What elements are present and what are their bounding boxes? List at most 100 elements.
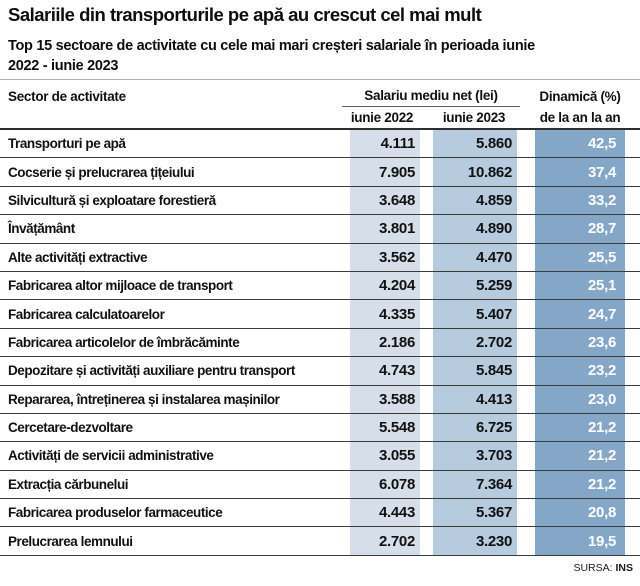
table-row: Extracția cărbunelui 6.078 7.364 21,2 <box>0 470 640 500</box>
source-value: INS <box>615 562 633 574</box>
column-gap <box>420 527 433 554</box>
value-dynamic-percent: 20,8 <box>535 499 625 527</box>
row-right-margin <box>625 527 640 554</box>
sector-name: Depozitare și activități auxiliare pentr… <box>8 363 295 379</box>
row-right-margin <box>625 244 640 271</box>
column-gap <box>517 471 535 498</box>
column-gap <box>420 300 433 327</box>
value-dynamic-percent: 21,2 <box>535 470 625 499</box>
value-june-2022: 2.186 <box>350 328 420 357</box>
value-dynamic-percent: 24,7 <box>535 300 625 328</box>
value-dynamic-percent: 37,4 <box>535 158 625 186</box>
row-right-margin <box>625 272 640 299</box>
page-subtitle: Top 15 sectoare de activitate cu cele ma… <box>8 38 535 74</box>
value-june-2023: 6.725 <box>433 413 517 442</box>
table-row: Transporturi pe apă 4.111 5.860 42,5 <box>0 130 640 159</box>
column-gap <box>517 527 535 554</box>
value-june-2023: 10.862 <box>433 158 517 186</box>
value-dynamic-percent: 21,2 <box>535 442 625 470</box>
value-june-2022: 7.905 <box>350 158 420 186</box>
value-dynamic-percent: 23,6 <box>535 328 625 357</box>
table-row: Fabricarea calculatoarelor 4.335 5.407 24,7 <box>0 300 640 329</box>
subtitle-divider-line <box>0 79 640 80</box>
sector-name: Transporturi pe apă <box>8 136 126 152</box>
table-row: Cercetare-dezvoltare 5.548 6.725 21,2 <box>0 413 640 443</box>
sector-name: Fabricarea calculatoarelor <box>8 306 165 322</box>
value-dynamic-percent: 25,1 <box>535 271 625 300</box>
table-row: Repararea, întreținerea și instalarea ma… <box>0 385 640 414</box>
column-header-salary-group: Salariu mediu net (lei) <box>342 88 520 107</box>
value-june-2022: 4.335 <box>350 300 420 328</box>
column-header-sector: Sector de activitate <box>8 89 126 104</box>
column-gap <box>517 215 535 242</box>
row-right-margin <box>625 130 640 157</box>
sector-name: Silvicultură și exploatare forestieră <box>8 192 216 208</box>
table-row: Prelucrarea lemnului 2.702 3.230 19,5 <box>0 527 640 556</box>
value-june-2022: 5.548 <box>350 413 420 442</box>
row-right-margin <box>625 442 640 469</box>
source-label: SURSA: <box>573 562 613 574</box>
column-gap <box>420 499 433 526</box>
row-right-margin <box>625 158 640 185</box>
column-gap <box>420 386 433 413</box>
value-june-2023: 4.470 <box>433 243 517 271</box>
column-gap <box>517 329 535 356</box>
source-note: SURSA: INS <box>573 562 633 574</box>
table-row: Activități de servicii administrative 3.0… <box>0 442 640 471</box>
column-gap <box>420 272 433 299</box>
column-gap <box>517 386 535 413</box>
table-row: Alte activități extractive 3.562 4.470 25,5 <box>0 243 640 272</box>
column-header-dynamic-sub: de la an la an <box>539 110 621 125</box>
column-gap <box>420 414 433 441</box>
column-gap <box>420 357 433 384</box>
table-row: Silvicultură și exploatare forestieră 3.6… <box>0 186 640 216</box>
table-body: Transporturi pe apă 4.111 5.860 42,5 Cocseri… <box>0 130 640 556</box>
value-june-2023: 7.364 <box>433 470 517 499</box>
column-gap <box>420 187 433 214</box>
sector-name: Prelucrarea lemnului <box>8 533 133 549</box>
value-dynamic-percent: 23,2 <box>535 357 625 385</box>
value-june-2022: 4.743 <box>350 357 420 385</box>
column-header-dynamic: Dinamică (%) <box>539 89 621 104</box>
value-june-2023: 4.413 <box>433 385 517 413</box>
value-june-2022: 3.055 <box>350 442 420 470</box>
sector-name: Activități de servicii administrative <box>8 448 214 464</box>
column-gap <box>420 329 433 356</box>
table-header: Sector de activitate Salariu mediu net (… <box>0 80 640 130</box>
value-dynamic-percent: 42,5 <box>535 130 625 158</box>
value-june-2022: 3.562 <box>350 243 420 271</box>
value-dynamic-percent: 23,0 <box>535 385 625 413</box>
table-row: Fabricarea altor mijloace de transport 4.… <box>0 271 640 301</box>
sector-name: Fabricarea articolelor de îmbrăcăminte <box>8 334 240 350</box>
value-dynamic-percent: 25,5 <box>535 243 625 271</box>
column-gap <box>517 442 535 469</box>
column-gap <box>420 471 433 498</box>
sector-name: Fabricarea altor mijloace de transport <box>8 278 233 294</box>
value-june-2023: 5.845 <box>433 357 517 385</box>
value-june-2023: 5.407 <box>433 300 517 328</box>
column-gap <box>420 130 433 157</box>
value-june-2022: 4.111 <box>350 130 420 158</box>
row-right-margin <box>625 414 640 441</box>
row-right-margin <box>625 386 640 413</box>
column-gap <box>517 272 535 299</box>
sector-name: Fabricarea produselor farmaceutice <box>8 505 223 521</box>
value-june-2023: 5.259 <box>433 271 517 300</box>
row-right-margin <box>625 329 640 356</box>
column-gap <box>517 244 535 271</box>
sector-name: Extracția cărbunelui <box>8 476 129 492</box>
value-june-2022: 2.702 <box>350 527 420 555</box>
value-june-2023: 3.703 <box>433 442 517 470</box>
page-title: Salariile din transporturile pe apă au c… <box>8 4 482 25</box>
value-june-2023: 4.890 <box>433 215 517 243</box>
value-june-2023: 5.367 <box>433 499 517 527</box>
column-gap <box>420 158 433 185</box>
table-row: Fabricarea produselor farmaceutice 4.443 5… <box>0 499 640 528</box>
value-june-2022: 4.204 <box>350 271 420 300</box>
column-header-june-2022: iunie 2022 <box>350 110 414 125</box>
value-june-2022: 3.801 <box>350 215 420 243</box>
column-header-june-2023: iunie 2023 <box>442 110 506 125</box>
row-right-margin <box>625 471 640 498</box>
column-gap <box>420 215 433 242</box>
